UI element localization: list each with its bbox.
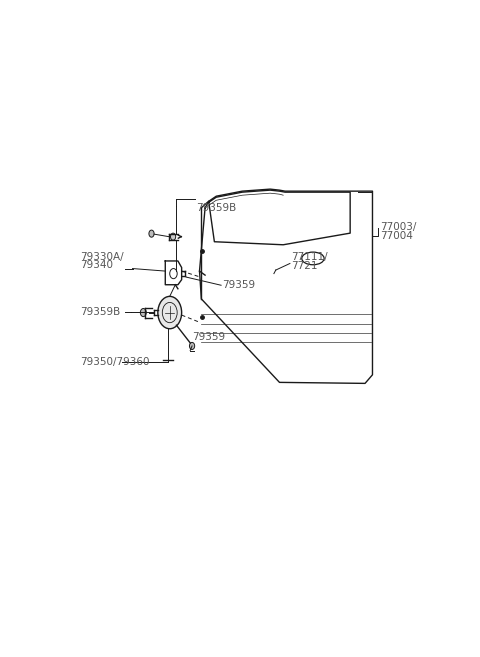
Circle shape (170, 233, 176, 240)
Circle shape (158, 296, 181, 328)
Circle shape (140, 309, 146, 317)
Text: 77003/: 77003/ (380, 221, 416, 232)
Text: 79330A/: 79330A/ (81, 252, 124, 262)
Text: 79359: 79359 (192, 332, 225, 342)
Text: 79359: 79359 (222, 281, 255, 290)
Text: 79350/79360: 79350/79360 (81, 357, 150, 367)
Circle shape (149, 230, 154, 237)
Text: 79359B: 79359B (81, 307, 120, 317)
Text: 77111/: 77111/ (290, 252, 327, 262)
Text: 77004: 77004 (380, 231, 413, 240)
Text: 79340: 79340 (81, 260, 113, 270)
Circle shape (190, 342, 195, 350)
Text: 79359B: 79359B (196, 203, 236, 213)
Text: 7721: 7721 (290, 261, 317, 271)
